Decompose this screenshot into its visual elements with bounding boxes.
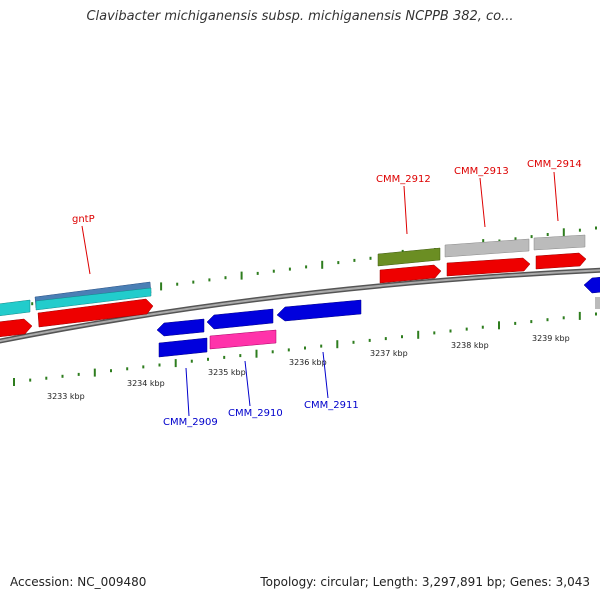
leader-lines xyxy=(81,171,559,417)
accession-text: Accession: NC_009480 xyxy=(10,575,147,589)
tick-label-3237: 3237 kbp xyxy=(370,349,408,358)
feature-CMM-2909-gene[interactable] xyxy=(158,337,208,358)
leader-CMM-2912 xyxy=(403,185,408,235)
tick-label-3235: 3235 kbp xyxy=(208,368,246,377)
leader-CMM-2913 xyxy=(479,177,486,228)
feature-CMM-2914-cds[interactable] xyxy=(535,252,587,270)
feature-gntP-cyan[interactable] xyxy=(35,287,152,311)
gene-label-CMM-2911[interactable]: CMM_2911 xyxy=(304,400,359,411)
feature-right-edge-cds[interactable] xyxy=(583,276,600,294)
tick-label-3234: 3234 kbp xyxy=(127,379,165,388)
gene-label-CMM-2910[interactable]: CMM_2910 xyxy=(228,408,283,419)
feature-cds-left[interactable] xyxy=(0,318,33,338)
forward-features xyxy=(0,234,587,338)
tick-label-3233: 3233 kbp xyxy=(47,392,85,401)
gene-label-CMM-2912[interactable]: CMM_2912 xyxy=(376,174,431,185)
backbone-fill xyxy=(0,269,600,343)
feature-CMM-2911-cds[interactable] xyxy=(276,299,362,322)
map-title: Clavibacter michiganensis subsp. michiga… xyxy=(86,9,514,24)
tick-label-3236: 3236 kbp xyxy=(289,358,327,367)
leader-CMM-2909 xyxy=(185,367,190,417)
leader-CMM-2910 xyxy=(244,360,251,407)
feature-CMM-2913-gene[interactable] xyxy=(444,238,530,258)
topology-text: Topology: circular; Length: 3,297,891 bp… xyxy=(260,575,590,589)
feature-CMM-2910-gene[interactable] xyxy=(209,329,277,350)
reverse-features xyxy=(156,276,600,358)
feature-CMM-2910-cds[interactable] xyxy=(206,308,274,330)
feature-CMM-2912-cds[interactable] xyxy=(379,264,442,284)
backbone xyxy=(0,267,600,344)
leader-gntP xyxy=(81,225,91,275)
gene-labels: gntP CMM_2912 CMM_2913 CMM_2914 CMM_2909… xyxy=(72,159,582,428)
leader-CMM-2914 xyxy=(553,171,559,222)
feature-CMM-2912-gene[interactable] xyxy=(377,247,441,267)
feature-cyan-gene-left[interactable] xyxy=(0,299,31,317)
gene-label-CMM-2909[interactable]: CMM_2909 xyxy=(163,417,218,428)
feature-CMM-2913-cds[interactable] xyxy=(446,257,531,277)
feature-right-edge-gene[interactable] xyxy=(595,297,600,309)
feature-gntP-cds[interactable] xyxy=(37,298,154,328)
gene-label-CMM-2913[interactable]: CMM_2913 xyxy=(454,166,509,177)
tick-label-3238: 3238 kbp xyxy=(451,341,489,350)
tick-labels: 3233 kbp 3234 kbp 3235 kbp 3236 kbp 3237… xyxy=(47,334,570,401)
feature-CMM-2914-gene[interactable] xyxy=(533,234,586,251)
reverse-tick-row xyxy=(13,311,597,386)
feature-CMM-2909-cds-a[interactable] xyxy=(156,318,205,337)
tick-label-3239: 3239 kbp xyxy=(532,334,570,343)
leader-CMM-2911 xyxy=(322,351,329,399)
gene-label-gntP[interactable]: gntP xyxy=(72,214,95,225)
gene-label-CMM-2914[interactable]: CMM_2914 xyxy=(527,159,582,170)
